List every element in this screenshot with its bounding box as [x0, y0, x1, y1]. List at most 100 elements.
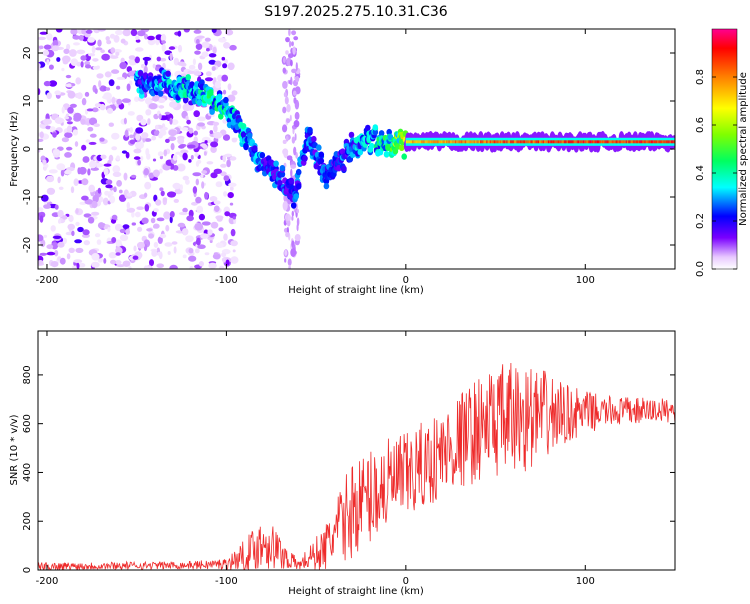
spectrogram-cell	[294, 133, 297, 141]
spectrogram-cell	[192, 172, 202, 177]
spectrogram-cell	[110, 47, 116, 54]
spectrogram-cell	[433, 140, 436, 144]
colorbar-tick-label: 0.0	[695, 261, 706, 277]
spectrogram-cell	[648, 140, 650, 144]
spectrogram-cell	[218, 227, 224, 232]
spectrogram-cell	[43, 234, 48, 238]
spectrogram-cell	[201, 181, 205, 189]
spectrogram-cell	[496, 140, 498, 144]
spectrogram-cell	[115, 252, 121, 256]
spectrogram-cell	[575, 140, 577, 144]
spectrogram-cell	[497, 140, 500, 144]
spectrogram-cell	[287, 214, 291, 221]
spectrogram-cell	[173, 198, 179, 203]
spectrogram-cell	[74, 239, 82, 244]
spectrogram-cell	[209, 108, 215, 115]
spectrogram-cell	[64, 132, 73, 139]
spectrogram-cell	[282, 201, 288, 211]
colorbar-tick-label: 0.6	[695, 117, 706, 133]
spectrogram-cell	[109, 195, 116, 204]
spectrogram-cell	[630, 140, 633, 144]
spectrogram-cell	[526, 140, 528, 144]
spectrogram-cell	[148, 172, 155, 179]
spectrogram-cell	[45, 125, 51, 130]
spectrogram-cell	[201, 170, 208, 174]
spectrogram-cell	[608, 140, 610, 144]
spectrogram-cell	[213, 131, 223, 139]
spectrogram-cell	[290, 59, 293, 67]
spectrogram-cell	[137, 70, 144, 77]
spectrogram-cell	[84, 64, 92, 69]
spectrogram-cell	[98, 80, 102, 88]
spectrogram-cell	[66, 43, 71, 50]
spectrogram-cell	[182, 228, 189, 236]
spectrogram-cell	[201, 51, 209, 58]
spectrogram-cell	[43, 204, 52, 209]
spectrogram-cell	[291, 210, 294, 217]
spectrogram-cell	[227, 83, 232, 91]
spectrogram-cell	[286, 104, 291, 113]
spectrogram-cell	[129, 75, 135, 79]
spectrogram-cell	[476, 140, 478, 144]
spectrogram-cell	[658, 140, 660, 144]
spectrogram-cell	[69, 49, 77, 57]
spectrogram-cell	[202, 144, 208, 149]
spectrogram-cell	[206, 140, 213, 144]
spectrogram-cell	[633, 140, 635, 144]
spectrogram-cell	[116, 85, 121, 90]
spectrogram-cell	[70, 186, 75, 194]
spectrogram-cell	[561, 140, 564, 144]
spectrogram-cell	[115, 260, 122, 265]
spectrogram-cell	[637, 140, 639, 144]
spectrogram-cell	[204, 191, 209, 200]
spectrogram-cell	[286, 118, 291, 124]
spectrogram-cell	[169, 264, 178, 269]
spectrogram-cell	[611, 140, 614, 144]
spectrogram-cell	[81, 233, 90, 238]
spectrogram-cell	[584, 140, 586, 144]
colorbar-gradient	[712, 29, 737, 269]
spectrogram-cell	[168, 46, 176, 50]
spectrogram-cell	[490, 140, 492, 144]
spectrogram-cell	[579, 140, 581, 144]
spectrogram-cell	[209, 196, 218, 202]
spectrogram-cell	[446, 140, 448, 144]
spectrogram-cell	[551, 140, 554, 144]
spectrogram-cell	[99, 137, 105, 142]
spectrogram-cell	[206, 161, 214, 165]
spectrogram-cell	[91, 261, 100, 268]
spectrogram-cell	[481, 140, 483, 144]
spectrogram-cell	[556, 140, 559, 144]
spectrogram-cell	[417, 140, 419, 144]
spectrogram-cell	[165, 224, 170, 232]
spectrogram-cell	[120, 38, 126, 44]
spectrogram-cell	[38, 45, 44, 50]
spectrogram-cell	[62, 215, 68, 220]
spectrogram-cell	[424, 140, 427, 144]
spectrogram-cell	[569, 140, 571, 144]
spectrogram-cell	[100, 49, 105, 53]
spectrogram-cell	[232, 249, 236, 253]
spectrogram-cell	[162, 197, 168, 203]
spectrogram-cell	[105, 184, 113, 189]
spectrogram-cell	[151, 249, 158, 257]
spectrogram-cell	[486, 140, 488, 144]
spectrogram-cell	[296, 208, 299, 214]
spectrogram-cell	[507, 140, 510, 144]
spectrogram-cell	[292, 46, 296, 55]
spectrogram-cell	[56, 57, 61, 62]
spectrogram-cell	[152, 158, 157, 162]
spectrogram-cell	[71, 230, 75, 237]
spectrogram-cell	[129, 127, 133, 133]
spectrogram-cell	[140, 118, 147, 126]
spectrogram-cell	[81, 144, 87, 151]
spectrogram-cell	[50, 225, 56, 232]
spectrogram-cell	[63, 48, 70, 54]
spectrogram-cell	[165, 138, 170, 143]
colorbar-tick-label: 0.4	[695, 165, 706, 181]
spectrogram-cell	[80, 55, 87, 61]
spectrogram-cell	[157, 251, 162, 256]
x-tick-label: -100	[215, 275, 238, 286]
spectrogram-cell	[135, 39, 141, 43]
spectrogram-cell	[291, 216, 294, 221]
